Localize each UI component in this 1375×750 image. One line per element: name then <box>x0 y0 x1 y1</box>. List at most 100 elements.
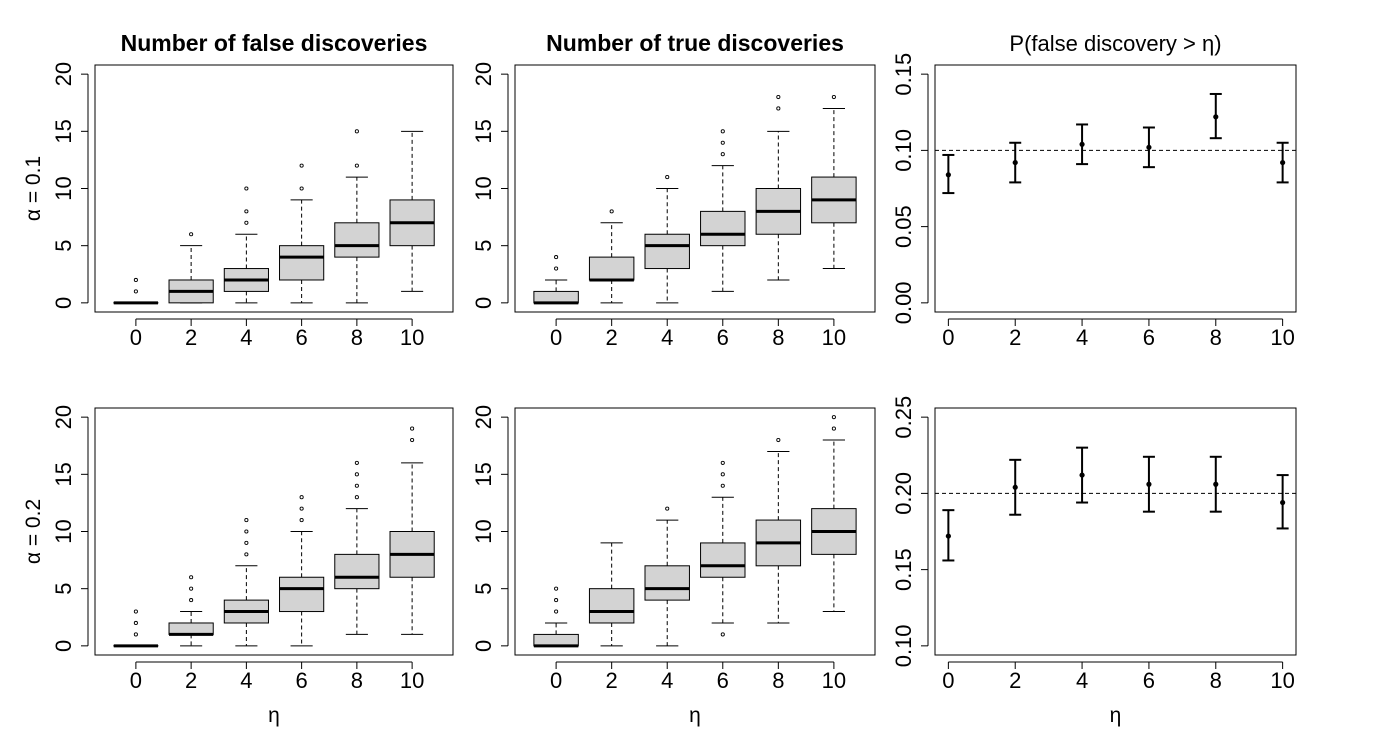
box-6 <box>279 495 325 647</box>
outlier-point <box>133 632 138 637</box>
errorbar-point <box>1079 141 1085 147</box>
errorbar-point <box>1012 484 1018 490</box>
box-2 <box>588 542 635 647</box>
box-0 <box>533 586 579 648</box>
box-0 <box>113 277 159 305</box>
box-body <box>168 622 214 635</box>
y-tick-label: 5 <box>471 583 496 595</box>
x-tick-label: 0 <box>130 668 142 693</box>
errorbar-0 <box>942 509 955 562</box>
x-tick-label: 4 <box>1076 668 1088 693</box>
outlier-point <box>189 598 194 603</box>
x-tick-label: 4 <box>240 325 252 350</box>
x-tick-label: 6 <box>717 325 729 350</box>
x-tick-label: 10 <box>822 668 846 693</box>
outlier-point <box>244 552 249 557</box>
chart-panel-fd1: 0 5 10 15 20 0 2 4 6 8 10 Number of false discoveri… <box>22 30 454 350</box>
plot-frame <box>934 407 1297 656</box>
errorbar-10 <box>1276 141 1289 184</box>
chart-panel-p2: 0.10 0.15 0.20 0.25 0 2 4 6 8 10 η <box>891 396 1297 727</box>
box-body <box>700 542 746 578</box>
errorbar-point <box>1012 159 1018 166</box>
y-tick-label: 10 <box>51 176 76 200</box>
outlier-point <box>354 483 359 488</box>
y-tick-label: 10 <box>471 519 496 543</box>
y-tick-label: 5 <box>51 583 76 595</box>
y-tick-label: 0 <box>51 297 76 309</box>
x-tick-label: 10 <box>822 325 846 350</box>
outlier-point <box>554 266 559 271</box>
y-axis-label: α = 0.2 <box>22 499 45 564</box>
errorbar-point <box>1280 499 1286 506</box>
x-tick-label: 2 <box>185 325 197 350</box>
outlier-point <box>609 209 614 214</box>
outlier-point <box>133 620 138 626</box>
outlier-point <box>665 175 670 180</box>
errorbar-point <box>1146 481 1152 487</box>
x-tick-label: 2 <box>606 325 618 350</box>
outlier-point <box>354 129 359 134</box>
outlier-point <box>720 460 725 465</box>
chart-title: P(false discovery > η) <box>1009 31 1221 56</box>
box-body <box>334 222 380 258</box>
errorbar-6 <box>1142 455 1155 513</box>
y-tick-label: 0.10 <box>891 129 916 172</box>
errorbar-8 <box>1209 92 1222 140</box>
y-tick-label: 0.25 <box>891 396 916 439</box>
outlier-point <box>554 255 559 260</box>
y-axis-label: α = 0.1 <box>22 156 45 221</box>
box-6 <box>700 129 746 292</box>
x-tick-label: 2 <box>606 668 618 693</box>
outlier-point <box>244 540 249 545</box>
y-tick-label: 5 <box>471 240 496 252</box>
x-tick-label: 2 <box>185 668 197 693</box>
outlier-point <box>244 186 249 191</box>
y-tick-label: 0 <box>471 640 496 652</box>
chart-panel-td1: 0 5 10 15 20 0 2 4 6 8 10 Number of true discoverie… <box>471 30 876 350</box>
errorbar-4 <box>1076 446 1089 504</box>
outlier-point <box>354 460 359 465</box>
outlier-point <box>831 415 836 420</box>
outlier-point <box>189 586 194 591</box>
box-6 <box>700 460 746 637</box>
box-10 <box>811 94 857 270</box>
outlier-point <box>554 586 559 591</box>
outlier-point <box>410 426 415 431</box>
outlier-point <box>554 598 559 603</box>
outlier-point <box>244 209 249 214</box>
box-body <box>279 245 325 281</box>
box-10 <box>811 415 857 613</box>
outlier-point <box>720 152 725 157</box>
x-tick-label: 4 <box>661 325 673 350</box>
outlier-point <box>831 426 836 431</box>
x-tick-label: 0 <box>550 325 562 350</box>
x-tick-label: 10 <box>1270 668 1294 693</box>
errorbar-2 <box>1009 141 1022 184</box>
outlier-point <box>720 140 725 145</box>
x-tick-label: 8 <box>772 668 784 693</box>
y-tick-label: 5 <box>51 240 76 252</box>
box-body <box>279 576 325 613</box>
chart-panel-fd2: 0 5 10 15 20 0 2 4 6 8 10 α = 0.2 η <box>22 405 454 727</box>
x-tick-label: 8 <box>351 668 363 693</box>
y-tick-label: 15 <box>471 462 496 486</box>
box-2 <box>588 209 635 304</box>
y-tick-label: 10 <box>51 519 76 543</box>
y-tick-label: 10 <box>471 176 496 200</box>
x-tick-label: 4 <box>661 668 673 693</box>
outlier-point <box>776 437 781 443</box>
y-tick-label: 20 <box>51 62 76 86</box>
chart-panel-p1: 0.00 0.05 0.10 0.15 0 2 4 6 8 10 P(false discovery… <box>891 31 1297 350</box>
chart-title: Number of false discoveries <box>121 30 428 56</box>
errorbar-2 <box>1009 458 1022 516</box>
box-body <box>588 588 635 624</box>
x-tick-label: 10 <box>400 325 424 350</box>
x-tick-label: 4 <box>1076 325 1088 350</box>
outlier-point <box>665 506 670 511</box>
box-8 <box>755 94 802 281</box>
x-tick-label: 2 <box>1009 325 1021 350</box>
errorbar-point <box>1146 144 1152 150</box>
x-tick-label: 0 <box>942 668 954 693</box>
